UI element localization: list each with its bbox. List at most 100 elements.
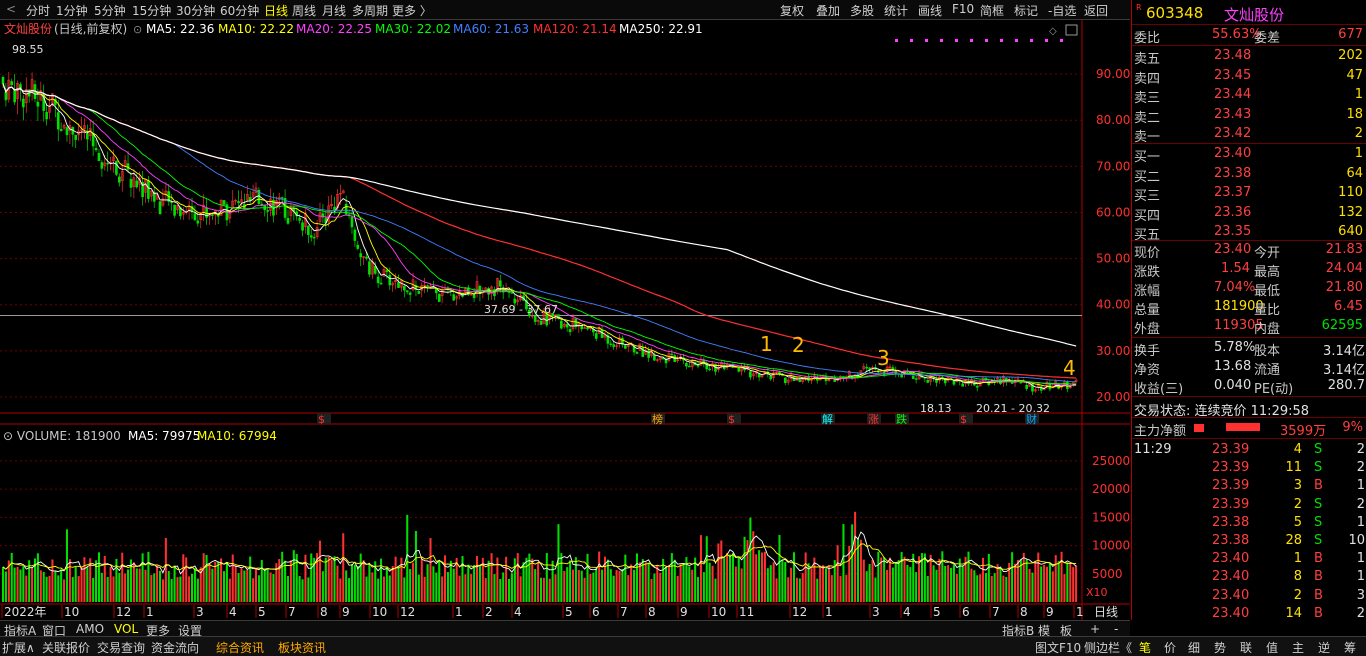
indicator-tab[interactable]: 指标A [4, 624, 37, 638]
ma-label: MA5: 22.36 [146, 22, 214, 36]
bottom-tab[interactable]: 综合资讯 [216, 641, 265, 655]
indicator-tab[interactable]: 窗口 [42, 624, 67, 638]
stat-value: 21.83 [1325, 242, 1363, 257]
ma-label: MA30: 22.02 [375, 22, 451, 36]
bid-price[interactable]: 23.36 [1214, 204, 1252, 220]
period-tab[interactable]: 多周期 [352, 4, 389, 18]
bid-price[interactable]: 23.38 [1214, 165, 1252, 181]
indicator-b-tab[interactable]: 指标B [1002, 624, 1035, 638]
ask-price[interactable]: 23.42 [1214, 126, 1252, 141]
side-tab[interactable]: 逆 [1318, 641, 1331, 655]
toolbar-button[interactable]: 标记 [1014, 4, 1039, 18]
side-tab[interactable]: 筹 [1344, 641, 1357, 655]
bottom-tab[interactable]: 板块资讯 [278, 641, 327, 655]
period-tab[interactable]: 30分钟 [176, 4, 216, 18]
event-tag[interactable]: 解 [822, 412, 833, 426]
toolbar-button[interactable]: 画线 [918, 4, 943, 18]
side-tab[interactable]: 图文F10 [1035, 641, 1082, 655]
ask-price[interactable]: 23.44 [1214, 87, 1252, 102]
period-tab[interactable]: 60分钟 [220, 4, 260, 18]
bid-level: 买五 [1134, 228, 1161, 243]
settings-icon[interactable]: ⊙ [133, 23, 142, 36]
indicator-b-tab[interactable]: - [1114, 622, 1119, 636]
tick-volume: 3 [1293, 478, 1302, 494]
event-tag[interactable]: $ [318, 413, 325, 426]
side-tab[interactable]: 势 [1214, 641, 1227, 655]
period-tab[interactable]: 分时 [26, 4, 51, 18]
stat-label: 涨幅 [1134, 284, 1161, 299]
bid-price[interactable]: 23.40 [1214, 146, 1252, 161]
exchange-icon: R [1136, 3, 1142, 12]
tick-volume: 2 [1293, 496, 1302, 512]
toolbar-button[interactable]: 叠加 [816, 4, 841, 18]
ask-price[interactable]: 23.43 [1214, 106, 1252, 122]
tick-volume: 14 [1285, 605, 1302, 621]
month-label: 7 [620, 605, 628, 619]
tick-count: 2 [1356, 496, 1365, 512]
bottom-tab[interactable]: 资金流向 [151, 641, 200, 655]
side-tab[interactable]: 细 [1188, 641, 1201, 655]
ask-price[interactable]: 23.45 [1214, 67, 1252, 83]
indicator-tab[interactable]: AMO [76, 622, 105, 636]
bottom-tab[interactable]: 关联报价 [42, 641, 91, 655]
bottom-tab[interactable]: 交易查询 [97, 641, 146, 655]
price-tick: 70.00 [1096, 159, 1130, 173]
toolbar-button[interactable]: 简框 [980, 4, 1005, 18]
event-tag[interactable]: 涨 [868, 413, 879, 426]
period-tab[interactable]: 15分钟 [132, 4, 172, 18]
toolbar-button[interactable]: F10 [952, 2, 975, 16]
bid-price[interactable]: 23.35 [1214, 224, 1252, 239]
side-tab[interactable]: 价 [1164, 641, 1177, 655]
period-tab[interactable]: 月线 [322, 4, 347, 18]
indicator-b-tab[interactable]: 模 [1038, 624, 1051, 638]
period-tab[interactable]: 日线 [264, 4, 289, 18]
event-tag[interactable]: $ [960, 413, 967, 426]
indicator-tab[interactable]: 更多 [146, 624, 171, 638]
tick-price: 23.38 [1212, 533, 1250, 548]
period-tab[interactable]: 1分钟 [56, 4, 88, 18]
bid-volume: 110 [1338, 185, 1363, 200]
period-tab[interactable]: 更多 〉 [392, 4, 432, 18]
event-tag[interactable]: $ [728, 413, 735, 426]
toolbar-button[interactable]: 统计 [884, 4, 909, 18]
flow-indicator [1194, 424, 1204, 432]
event-tag[interactable]: 跌 [896, 412, 907, 426]
toolbar-button[interactable]: 返回 [1084, 4, 1109, 18]
ask-volume: 47 [1346, 67, 1363, 83]
ma-label: MA10: 22.22 [218, 22, 294, 36]
tick-volume: 4 [1293, 442, 1302, 457]
event-tag[interactable]: 财 [1026, 412, 1037, 426]
toolbar-button[interactable]: 多股 [850, 4, 875, 18]
event-tag[interactable]: 榜 [652, 412, 663, 426]
ma-label: MA120: 21.14 [533, 22, 617, 36]
kline-chart[interactable]: 90.00 80.00 70.00 60.00 50.00 40.00 30.00 20.00… [0, 20, 1130, 620]
month-label: 1 [455, 605, 463, 619]
diamond-icon[interactable]: ◇ [1049, 26, 1057, 37]
indicator-b-tab[interactable]: 板 [1060, 624, 1073, 638]
main-flow-label: 主力净额 [1134, 424, 1187, 439]
nav-back-button[interactable]: < [6, 2, 17, 16]
volume-ma5: MA5: 79975 [128, 429, 200, 443]
side-tab[interactable]: 联 [1240, 641, 1253, 655]
bid-price[interactable]: 23.37 [1214, 185, 1252, 200]
toolbar-button[interactable]: 复权 [780, 4, 805, 18]
indicator-tab[interactable]: 设置 [178, 624, 203, 638]
month-label: 7 [992, 605, 1000, 619]
side-tab[interactable]: 侧边栏《 [1084, 641, 1133, 655]
indicator-tab[interactable]: VOL [114, 622, 139, 636]
window-icon[interactable] [1065, 24, 1078, 36]
period-tab[interactable]: 5分钟 [94, 4, 126, 18]
side-tab[interactable]: 值 [1266, 641, 1279, 655]
month-label: 3 [872, 605, 880, 619]
indicator-b-tab[interactable]: + [1090, 622, 1101, 636]
stat-label: 最低 [1254, 284, 1281, 299]
side-tab[interactable]: 主 [1292, 641, 1305, 655]
bottom-tab[interactable]: 扩展∧ [2, 641, 35, 655]
side-tab[interactable]: 笔 [1139, 641, 1152, 655]
month-label: 2 [485, 605, 493, 619]
toolbar-button[interactable]: -自选 [1048, 4, 1077, 18]
ask-price[interactable]: 23.48 [1214, 48, 1252, 63]
flow-bar [1226, 423, 1260, 431]
tick-time: 11:29 [1134, 442, 1172, 457]
period-tab[interactable]: 周线 [292, 4, 317, 18]
